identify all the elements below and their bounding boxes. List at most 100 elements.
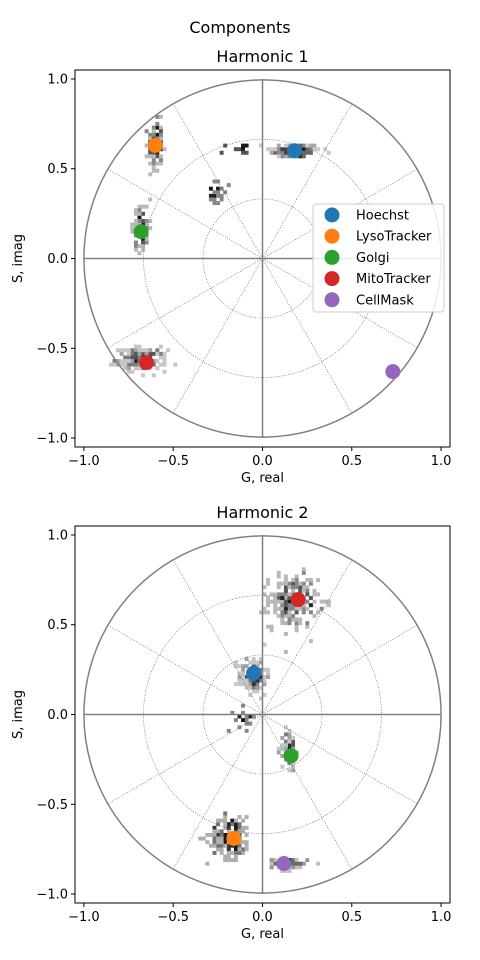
histogram-cell bbox=[158, 125, 163, 130]
histogram-cell bbox=[294, 624, 299, 629]
histogram-cell bbox=[158, 355, 163, 360]
histogram-cell bbox=[283, 599, 288, 604]
histogram-cell bbox=[137, 344, 142, 349]
histogram-cell bbox=[291, 581, 296, 586]
histogram-cell bbox=[308, 596, 313, 600]
histogram-cell bbox=[244, 832, 249, 837]
histogram-cell bbox=[305, 624, 310, 629]
histogram-cell bbox=[283, 143, 288, 148]
histogram-cell bbox=[294, 606, 299, 611]
histogram-cell bbox=[133, 244, 138, 249]
histogram-cell bbox=[294, 610, 299, 615]
histogram-cell bbox=[269, 592, 274, 597]
histogram-cell bbox=[151, 132, 156, 137]
histogram-cell bbox=[144, 240, 149, 245]
histogram-cell bbox=[280, 753, 285, 758]
histogram-cell bbox=[212, 850, 217, 855]
histogram-cell bbox=[151, 168, 156, 173]
x-tick-label: 0.0 bbox=[252, 454, 273, 469]
histogram-cell bbox=[251, 689, 256, 694]
histogram-cell bbox=[258, 660, 263, 665]
histogram-cell bbox=[116, 348, 121, 353]
histogram-cell bbox=[273, 610, 278, 615]
legend-marker-mitotracker bbox=[324, 271, 340, 287]
histogram-cell bbox=[273, 147, 278, 152]
marker-golgi bbox=[133, 224, 149, 240]
histogram-cell bbox=[133, 366, 138, 371]
histogram-cell bbox=[126, 369, 131, 374]
histogram-cell bbox=[294, 861, 299, 866]
histogram-cell bbox=[280, 617, 285, 622]
histogram-cell bbox=[316, 592, 321, 597]
histogram-cell bbox=[280, 599, 285, 604]
histogram-cell bbox=[133, 351, 138, 356]
histogram-cell bbox=[237, 714, 242, 719]
histogram-cell bbox=[148, 348, 153, 353]
histogram-cell bbox=[255, 689, 260, 694]
histogram-cell bbox=[258, 610, 263, 615]
histogram-cell bbox=[155, 168, 160, 173]
histogram-cell bbox=[301, 147, 306, 152]
histogram-cell bbox=[133, 359, 138, 364]
histogram-cell bbox=[283, 649, 288, 654]
histogram-cell bbox=[148, 150, 153, 155]
x-axis-label: G, real bbox=[241, 927, 284, 942]
histogram-cell bbox=[155, 351, 160, 356]
marker-mitotracker bbox=[290, 592, 306, 608]
histogram-cell bbox=[123, 348, 128, 353]
histogram-cell bbox=[262, 610, 267, 615]
marker-lysotracker bbox=[147, 137, 163, 153]
histogram-cell bbox=[305, 592, 310, 597]
histogram-cell bbox=[283, 147, 288, 152]
histogram-cell bbox=[137, 244, 142, 249]
histogram-cell bbox=[301, 570, 306, 575]
histogram-cell bbox=[216, 832, 221, 837]
histogram-cell bbox=[130, 355, 135, 360]
histogram-cell bbox=[280, 592, 285, 597]
y-tick-label: 0.0 bbox=[47, 708, 68, 723]
legend: Hoechst LysoTracker Golgi MitoTracker CellMa… bbox=[312, 203, 445, 313]
chart-panel-2: Harmonic 2 −1.0 −0.5 0.0 0.5 1.0 −1.0 −0.5 0.0 0.… bbox=[11, 503, 451, 942]
histogram-cell bbox=[273, 858, 278, 863]
histogram-cell bbox=[269, 624, 274, 629]
histogram-cell bbox=[305, 578, 310, 583]
histogram-cell bbox=[219, 836, 224, 841]
histogram-cell bbox=[148, 197, 153, 202]
histogram-cell bbox=[223, 832, 228, 837]
histogram-cell bbox=[287, 610, 292, 615]
histogram-cell bbox=[266, 596, 271, 600]
histogram-cell bbox=[241, 675, 246, 679]
histogram-cell bbox=[208, 193, 213, 198]
histogram-cell bbox=[201, 836, 206, 841]
histogram-cell bbox=[244, 675, 249, 679]
histogram-cell bbox=[244, 685, 249, 690]
histogram-cell bbox=[216, 836, 221, 841]
histogram-cell bbox=[237, 682, 242, 687]
histogram-cell bbox=[283, 743, 288, 748]
histogram-cell bbox=[241, 847, 246, 852]
histogram-cell bbox=[162, 359, 167, 364]
histogram-cell bbox=[283, 585, 288, 590]
x-tick-label: 0.5 bbox=[341, 910, 362, 925]
histogram-cell bbox=[301, 610, 306, 615]
histogram-cell bbox=[219, 829, 224, 834]
histogram-cell bbox=[216, 843, 221, 848]
histogram-cell bbox=[316, 578, 321, 583]
histogram-cell bbox=[283, 739, 288, 744]
histogram-cell bbox=[287, 739, 292, 744]
histogram-cell bbox=[287, 592, 292, 597]
histogram-cell bbox=[226, 822, 231, 827]
histogram-cell bbox=[255, 678, 260, 683]
histogram-cell bbox=[287, 581, 292, 586]
histogram-cell bbox=[323, 599, 328, 604]
histogram-cell bbox=[291, 578, 296, 583]
histogram-cell bbox=[266, 624, 271, 629]
histogram-cell bbox=[276, 570, 281, 575]
histogram-cell bbox=[291, 585, 296, 590]
histogram-cell bbox=[137, 219, 142, 223]
histogram-cell bbox=[151, 157, 156, 162]
histogram-cell bbox=[216, 179, 221, 184]
histogram-cell bbox=[294, 585, 299, 590]
legend-marker-hoechst bbox=[324, 207, 340, 223]
chart-panel-1: Harmonic 1 −1.0 −0.5 0.0 0.5 1.0 −1.0 −0.5 0.0 0.… bbox=[11, 47, 451, 486]
